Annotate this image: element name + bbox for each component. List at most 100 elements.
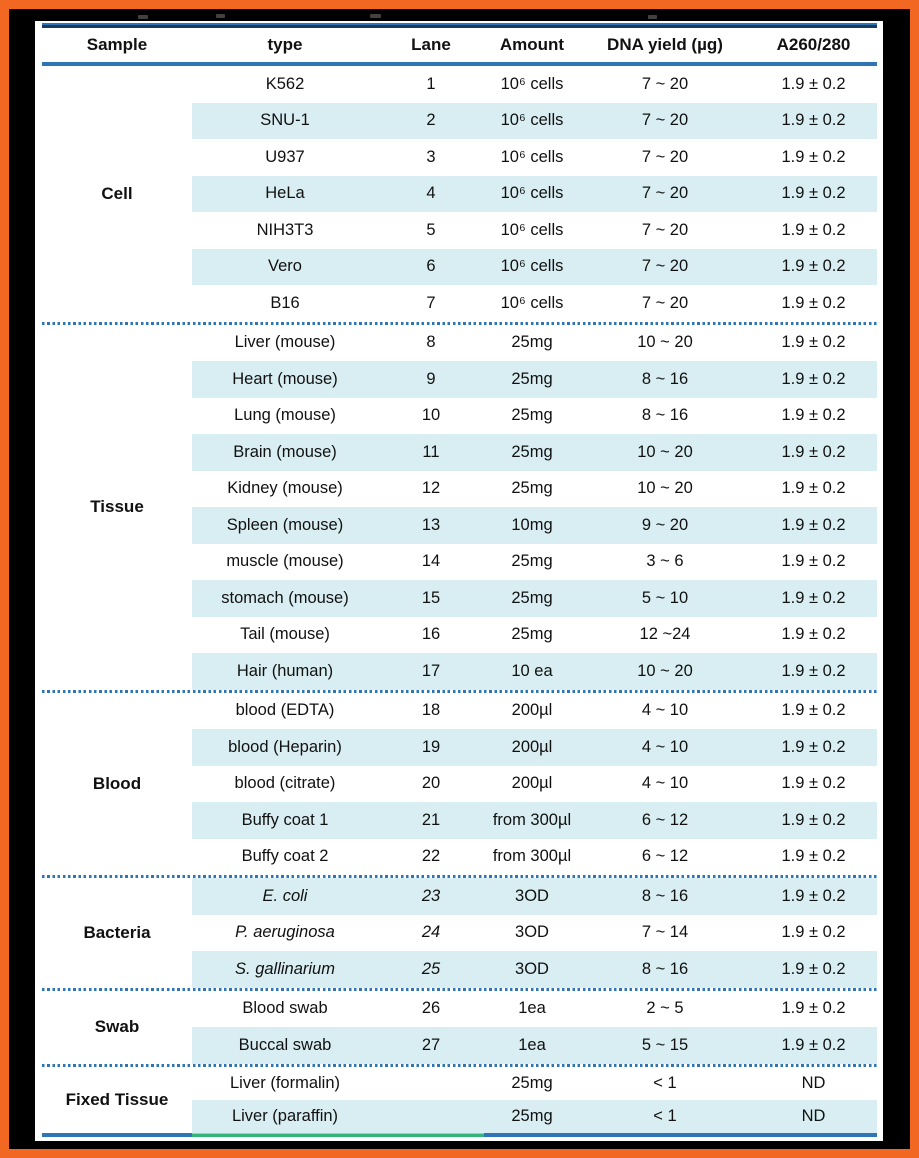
cell-type: K562 bbox=[265, 74, 305, 93]
group-separator-dotted bbox=[42, 987, 877, 991]
cell-type: Liver (paraffin) bbox=[231, 1106, 339, 1125]
sample-group-label: Swab bbox=[42, 990, 192, 1064]
cell-a260-280: 1.9 ± 0.2 bbox=[781, 111, 846, 130]
cell-lane: 9 bbox=[426, 369, 436, 388]
cell-amount: from 300µl bbox=[492, 847, 572, 866]
table-body: Cell K562 1 10⁶ cells 7 ~ 20 1.9 ± 0.2 SNU-1 2 1… bbox=[42, 66, 877, 1133]
cell-lane: 26 bbox=[421, 999, 441, 1018]
cell-dna-yield: 8 ~ 16 bbox=[641, 886, 689, 905]
cell-dna-yield: 7 ~ 20 bbox=[641, 184, 689, 203]
white-panel: Sample type Lane Amount DNA yield (µg) A… bbox=[35, 21, 883, 1141]
cell-dna-yield: 10 ~ 20 bbox=[637, 661, 693, 680]
cell-amount: 25mg bbox=[511, 406, 553, 425]
sample-group: Bacteria E. coli 23 3OD 8 ~ 16 1.9 ± 0.2 P. ae… bbox=[42, 878, 877, 988]
col-header-dna-yield: DNA yield (µg) bbox=[607, 35, 723, 54]
group-rows: K562 1 10⁶ cells 7 ~ 20 1.9 ± 0.2 SNU-1 2 10⁶ c… bbox=[192, 66, 877, 322]
table-row: Buccal swab 27 1ea 5 ~ 15 1.9 ± 0.2 bbox=[192, 1027, 877, 1064]
crop-artifact bbox=[648, 15, 657, 19]
cell-a260-280: 1.9 ± 0.2 bbox=[781, 406, 846, 425]
cell-dna-yield: 9 ~ 20 bbox=[641, 515, 689, 534]
cell-type: Liver (formalin) bbox=[229, 1073, 341, 1092]
cell-dna-yield: 5 ~ 10 bbox=[641, 588, 689, 607]
table-row: Hair (human) 17 10 ea 10 ~ 20 1.9 ± 0.2 bbox=[192, 653, 877, 690]
cell-amount: 10⁶ cells bbox=[500, 220, 564, 239]
cell-type: muscle (mouse) bbox=[226, 552, 344, 571]
cell-a260-280: 1.9 ± 0.2 bbox=[781, 479, 846, 498]
cell-a260-280: 1.9 ± 0.2 bbox=[781, 701, 846, 720]
cell-dna-yield: 5 ~ 15 bbox=[641, 1035, 689, 1054]
cell-a260-280: 1.9 ± 0.2 bbox=[781, 625, 846, 644]
cell-lane: 15 bbox=[421, 588, 441, 607]
cell-dna-yield: 10 ~ 20 bbox=[637, 333, 693, 352]
cell-lane: 7 bbox=[426, 293, 436, 312]
cell-amount: 1ea bbox=[518, 1035, 546, 1054]
cell-a260-280: 1.9 ± 0.2 bbox=[781, 293, 846, 312]
cell-type: Buffy coat 2 bbox=[241, 847, 329, 866]
cell-a260-280: 1.9 ± 0.2 bbox=[781, 588, 846, 607]
sample-group-label: Blood bbox=[42, 692, 192, 875]
cell-lane: 27 bbox=[421, 1035, 441, 1054]
cell-a260-280: 1.9 ± 0.2 bbox=[781, 552, 846, 571]
cell-a260-280: 1.9 ± 0.2 bbox=[781, 923, 846, 942]
cell-dna-yield: 7 ~ 14 bbox=[641, 923, 689, 942]
cell-type: Buffy coat 1 bbox=[241, 810, 329, 829]
cell-lane: 25 bbox=[421, 959, 441, 978]
col-header-lane: Lane bbox=[411, 35, 451, 54]
table-row: blood (Heparin) 19 200µl 4 ~ 10 1.9 ± 0.2 bbox=[192, 729, 877, 766]
group-rows: E. coli 23 3OD 8 ~ 16 1.9 ± 0.2 P. aeruginosa… bbox=[192, 878, 877, 988]
header-divider-rule bbox=[42, 62, 877, 66]
cell-amount: 3OD bbox=[515, 959, 549, 978]
cell-lane: 6 bbox=[426, 257, 436, 276]
cell-a260-280: 1.9 ± 0.2 bbox=[781, 333, 846, 352]
cell-amount: 25mg bbox=[511, 369, 553, 388]
cell-type: blood (EDTA) bbox=[235, 701, 335, 720]
cell-lane: 19 bbox=[421, 737, 441, 756]
cell-type: Blood swab bbox=[242, 999, 328, 1018]
group-separator-dotted bbox=[42, 1063, 877, 1067]
cell-dna-yield: 10 ~ 20 bbox=[637, 479, 693, 498]
cell-amount: 10mg bbox=[511, 515, 553, 534]
col-header-type: type bbox=[267, 35, 303, 54]
cell-dna-yield: 8 ~ 16 bbox=[641, 369, 689, 388]
cell-lane: 10 bbox=[421, 406, 441, 425]
cell-dna-yield: 4 ~ 10 bbox=[641, 774, 689, 793]
cell-dna-yield: 7 ~ 20 bbox=[641, 74, 689, 93]
cell-type: Tail (mouse) bbox=[240, 625, 330, 644]
crop-artifact bbox=[216, 14, 225, 18]
group-rows: Blood swab 26 1ea 2 ~ 5 1.9 ± 0.2 Buccal swab… bbox=[192, 991, 877, 1064]
cell-a260-280: 1.9 ± 0.2 bbox=[781, 661, 846, 680]
sample-group: Cell K562 1 10⁶ cells 7 ~ 20 1.9 ± 0.2 SNU-1 2 1… bbox=[42, 66, 877, 322]
cell-amount: 10⁶ cells bbox=[500, 74, 564, 93]
table-row: Heart (mouse) 9 25mg 8 ~ 16 1.9 ± 0.2 bbox=[192, 361, 877, 398]
cell-amount: 25mg bbox=[511, 442, 553, 461]
cell-lane: 11 bbox=[422, 442, 440, 461]
cell-lane: 17 bbox=[421, 661, 441, 680]
cell-a260-280: 1.9 ± 0.2 bbox=[781, 74, 846, 93]
table-row: SNU-1 2 10⁶ cells 7 ~ 20 1.9 ± 0.2 bbox=[192, 102, 877, 139]
crop-artifact bbox=[370, 14, 381, 18]
cell-lane: 23 bbox=[421, 886, 441, 905]
cell-amount: 200µl bbox=[511, 774, 553, 793]
cell-lane: 3 bbox=[426, 147, 436, 166]
sample-data-table: Sample type Lane Amount DNA yield (µg) A… bbox=[42, 23, 877, 1137]
table-row: Kidney (mouse) 12 25mg 10 ~ 20 1.9 ± 0.2 bbox=[192, 471, 877, 508]
sample-group-label: Fixed Tissue bbox=[42, 1066, 192, 1133]
sample-group-label: Tissue bbox=[42, 324, 192, 690]
sample-group: Fixed Tissue Liver (formalin) 25mg < 1 ND Liv… bbox=[42, 1066, 877, 1133]
table-row: Buffy coat 1 21 from 300µl 6 ~ 12 1.9 ± 0.2 bbox=[192, 802, 877, 839]
bottom-rule-blue-left-segment bbox=[42, 1132, 192, 1137]
table-row: stomach (mouse) 15 25mg 5 ~ 10 1.9 ± 0.2 bbox=[192, 580, 877, 617]
cell-a260-280: 1.9 ± 0.2 bbox=[781, 774, 846, 793]
cell-a260-280: 1.9 ± 0.2 bbox=[781, 147, 846, 166]
table-bottom-rule bbox=[42, 1132, 877, 1137]
cell-amount: 25mg bbox=[511, 479, 553, 498]
cell-lane: 16 bbox=[421, 625, 441, 644]
cell-lane: 4 bbox=[426, 184, 436, 203]
table-row: Buffy coat 2 22 from 300µl 6 ~ 12 1.9 ± 0.2 bbox=[192, 839, 877, 876]
cell-dna-yield: < 1 bbox=[653, 1106, 677, 1125]
cell-type: blood (Heparin) bbox=[228, 737, 342, 756]
cell-lane: 13 bbox=[421, 515, 441, 534]
cell-type: Heart (mouse) bbox=[232, 369, 338, 388]
table-row: Vero 6 10⁶ cells 7 ~ 20 1.9 ± 0.2 bbox=[192, 248, 877, 285]
col-header-sample: Sample bbox=[86, 35, 148, 54]
